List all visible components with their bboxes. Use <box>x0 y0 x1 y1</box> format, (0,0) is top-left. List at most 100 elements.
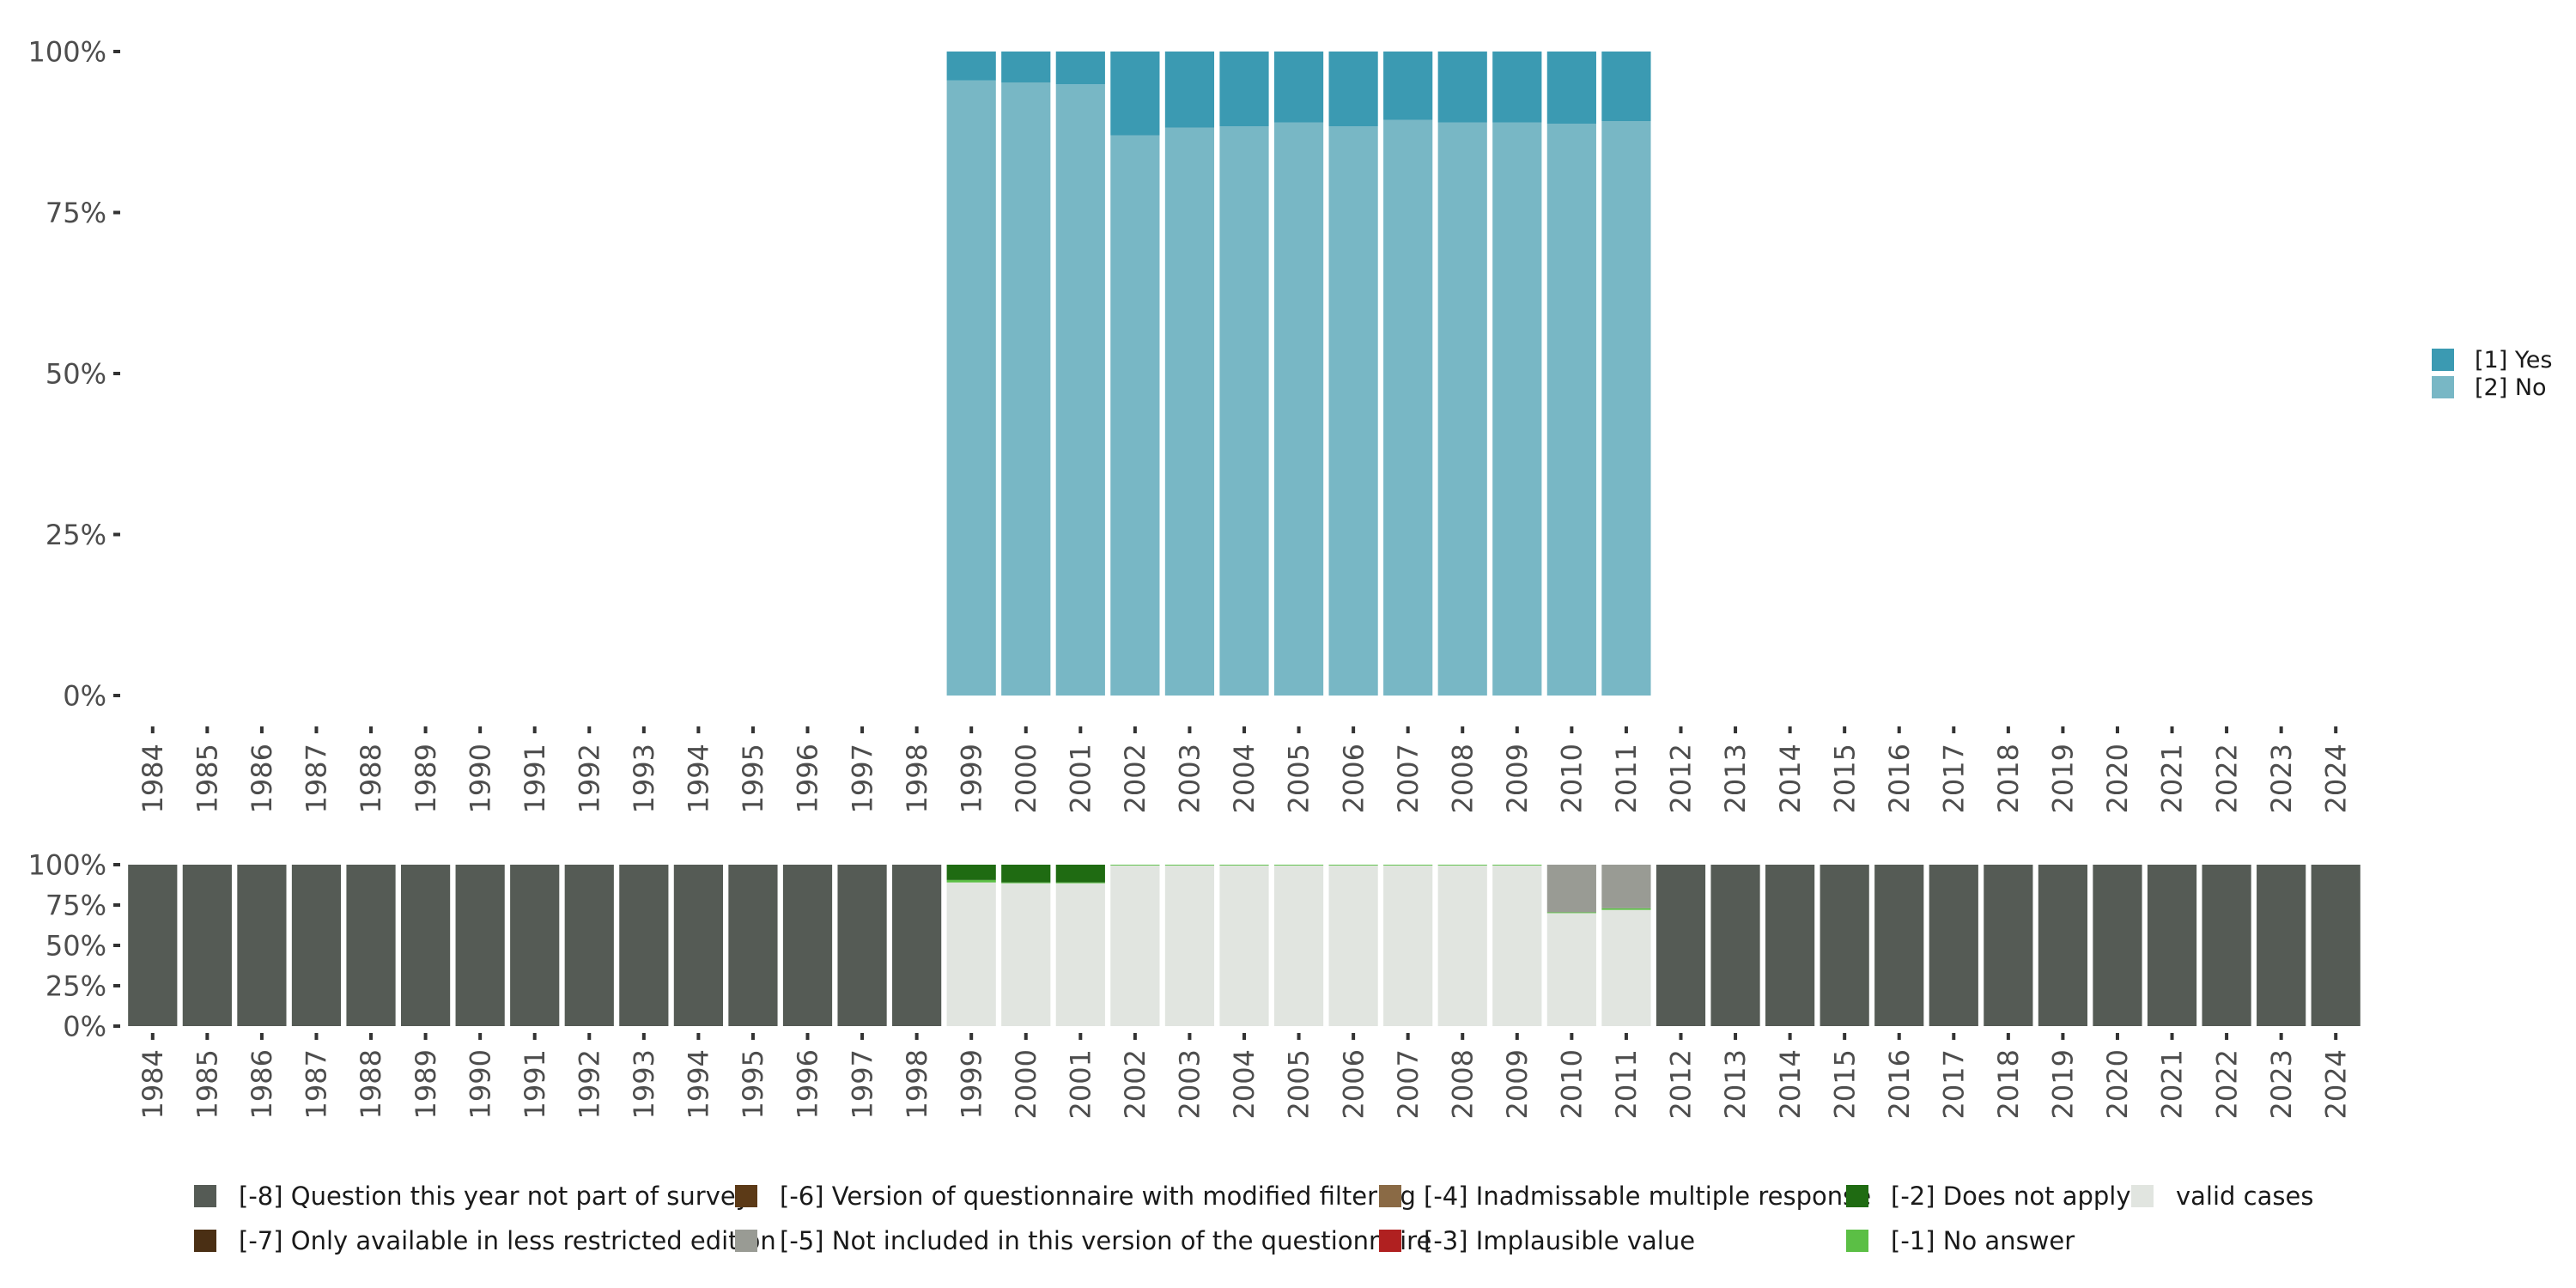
x-tick-label: 1992 <box>573 744 605 813</box>
bar-segment <box>1164 865 1215 866</box>
bar-segment <box>128 865 178 1026</box>
bar-segment <box>1546 865 1596 913</box>
bar-segment <box>2257 865 2306 1026</box>
bar-segment <box>1601 865 1651 908</box>
x-tick-label: 2016 <box>1883 744 1916 813</box>
bar-segment <box>1164 52 1215 128</box>
bottom-chart: 0% 25% 50% 75% 100% 1984 1985 1986 1987 1988 1989 1… <box>28 849 2360 1119</box>
x-tick-label: 2017 <box>1937 744 1970 813</box>
bar-segment <box>1273 122 1324 696</box>
x-tick-label: 1986 <box>246 1049 278 1119</box>
legend-label: [-5] Not included in this version of the… <box>780 1226 1431 1255</box>
bar-segment <box>946 80 996 696</box>
y-tick-label: 25% <box>46 970 106 1003</box>
x-tick-label: 2020 <box>2101 1049 2134 1119</box>
x-tick-label: 2010 <box>1556 744 1589 813</box>
bar-segment <box>1383 865 1433 866</box>
x-tick-label: 2008 <box>1446 744 1479 813</box>
bar-segment <box>946 52 996 81</box>
bar-segment <box>1055 865 1105 883</box>
x-tick-label: 1990 <box>464 1049 496 1119</box>
x-tick-label: 2023 <box>2265 1049 2298 1119</box>
x-tick-label: 1988 <box>355 744 387 813</box>
y-tick-label: 100% <box>28 36 106 69</box>
x-tick-label: 1999 <box>955 1049 987 1119</box>
legend-label: [-7] Only available in less restricted e… <box>239 1226 776 1255</box>
bar-segment <box>1601 909 1651 1026</box>
bar-segment <box>1383 865 1433 1026</box>
x-tick-label: 2024 <box>2319 744 2352 813</box>
x-tick-label: 2015 <box>1828 1049 1861 1119</box>
y-tick-label: 0% <box>63 680 106 713</box>
bar-segment <box>2093 865 2142 1026</box>
x-tick-label: 1988 <box>355 1049 387 1119</box>
bar-segment <box>237 865 287 1026</box>
bar-segment <box>1001 52 1051 82</box>
legend-label: [-4] Inadmissable multiple response <box>1424 1182 1871 1211</box>
bar-segment <box>1874 865 1924 1026</box>
bar-segment <box>1219 52 1269 126</box>
x-tick-label: 1989 <box>410 744 442 813</box>
bar-segment <box>2311 865 2360 1026</box>
bar-segment <box>1437 865 1487 1026</box>
x-tick-label: 2002 <box>1119 744 1151 813</box>
bar-segment <box>1546 52 1596 124</box>
x-tick-label: 1990 <box>464 744 496 813</box>
x-tick-label: 1995 <box>737 1049 769 1119</box>
bar-segment <box>1328 52 1378 126</box>
bottom-legend: [-8] Question this year not part of surv… <box>194 1182 2313 1255</box>
legend-swatch <box>1379 1185 1401 1207</box>
bar-segment <box>1219 865 1269 1026</box>
x-tick-label: 2019 <box>2047 1049 2080 1119</box>
x-tick-label: 2015 <box>1828 744 1861 813</box>
bar-segment <box>1055 52 1105 85</box>
legend-label: [-8] Question this year not part of surv… <box>239 1182 750 1211</box>
legend-label: valid cases <box>2176 1182 2313 1211</box>
y-tick-label: 50% <box>46 358 106 391</box>
bar-segment <box>1437 122 1487 696</box>
bar-segment <box>1383 119 1433 696</box>
bar-segment <box>946 882 996 1026</box>
x-tick-label: 2023 <box>2265 744 2298 813</box>
x-tick-label: 2000 <box>1010 744 1042 813</box>
bar-segment <box>510 865 560 1026</box>
x-tick-label: 2024 <box>2319 1049 2352 1119</box>
bar-segment <box>1492 52 1542 123</box>
x-tick-label: 2008 <box>1446 1049 1479 1119</box>
bar-segment <box>291 865 342 1026</box>
bar-segment <box>946 865 996 880</box>
bar-segment <box>1546 124 1596 696</box>
x-tick-label: 2002 <box>1119 1049 1151 1119</box>
bar-segment <box>1601 908 1651 910</box>
bar-segment <box>1055 84 1105 696</box>
top-chart: 0% 25% 50% 75% 100% 1984 1985 1986 1987 1988 1989 1… <box>28 36 2353 814</box>
bar-segment <box>673 865 723 1026</box>
bar-segment <box>1273 865 1324 1026</box>
x-tick-label: 1998 <box>901 1049 933 1119</box>
x-tick-label: 2022 <box>2210 1049 2243 1119</box>
bar-segment <box>1110 135 1160 696</box>
legend-swatch <box>194 1230 216 1252</box>
x-tick-label: 1985 <box>191 1049 224 1119</box>
bar-segment <box>1219 126 1269 696</box>
x-tick-label: 2005 <box>1283 1049 1315 1119</box>
bar-segment <box>1656 865 1706 1026</box>
x-tick-label: 2018 <box>1992 1049 2025 1119</box>
x-tick-label: 2014 <box>1774 744 1807 813</box>
bar-segment <box>1001 82 1051 696</box>
x-tick-label: 2014 <box>1774 1049 1807 1119</box>
x-tick-label: 1984 <box>137 1049 169 1119</box>
x-tick-label: 1984 <box>137 744 169 813</box>
x-tick-label: 1986 <box>246 744 278 813</box>
legend-swatch <box>735 1185 757 1207</box>
bar-segment <box>1164 865 1215 1026</box>
legend-swatch <box>1846 1230 1868 1252</box>
bar-segment <box>1601 52 1651 121</box>
x-tick-label: 1987 <box>301 744 333 813</box>
legend-swatch <box>2432 376 2454 398</box>
bar-segment <box>2202 865 2251 1026</box>
x-tick-label: 2003 <box>1174 1049 1206 1119</box>
bar-segment <box>2147 865 2197 1026</box>
x-tick-label: 2000 <box>1010 1049 1042 1119</box>
y-tick-label: 75% <box>46 197 106 229</box>
